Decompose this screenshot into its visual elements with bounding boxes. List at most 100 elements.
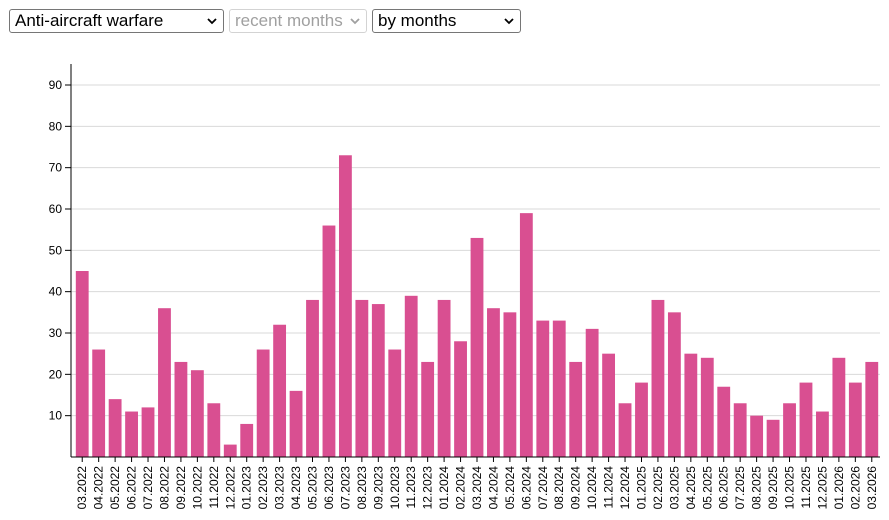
bar [602, 353, 616, 457]
x-tick-label: 12.2024 [618, 466, 632, 510]
x-tick-label: 10.2022 [190, 466, 204, 510]
bar [240, 423, 254, 457]
bar [75, 271, 89, 457]
bar [684, 353, 698, 457]
x-tick-label: 01.2023 [240, 466, 254, 510]
bar [454, 341, 467, 457]
bar [569, 361, 583, 457]
bar [108, 399, 122, 457]
bar [306, 299, 319, 457]
bar [256, 349, 270, 457]
bars [75, 155, 879, 457]
y-tick-label: 70 [49, 161, 63, 175]
x-tick-label: 07.2023 [338, 466, 352, 510]
bar [487, 308, 500, 457]
y-tick-label: 10 [49, 409, 63, 423]
x-tick-label: 01.2024 [437, 466, 451, 510]
bar [371, 304, 385, 457]
bar [667, 312, 681, 457]
x-tick-label: 07.2025 [733, 466, 747, 510]
x-tick-label: 04.2022 [92, 466, 106, 510]
x-tick-label: 05.2024 [503, 466, 517, 510]
x-tick-label: 12.2025 [815, 466, 829, 510]
bar [816, 411, 829, 457]
x-tick-label: 03.2025 [667, 466, 681, 510]
x-tick-label: 08.2025 [750, 466, 764, 510]
bar [273, 324, 287, 457]
bar [750, 415, 764, 457]
bar [618, 403, 632, 457]
x-tick-label: 09.2022 [174, 466, 188, 510]
y-axis: 10 20 30 40 50 60 70 80 90 [49, 64, 72, 457]
bar [190, 370, 204, 457]
x-tick-label: 02.2024 [454, 466, 468, 510]
bar [338, 155, 352, 457]
x-tick-label: 11.2025 [799, 466, 813, 509]
x-tick-label: 08.2023 [355, 466, 369, 510]
x-tick-label: 09.2024 [569, 466, 583, 510]
bar [158, 308, 171, 457]
x-tick-label: 03.2023 [273, 466, 287, 510]
bar [766, 419, 780, 457]
x-tick-label: 12.2022 [223, 466, 237, 510]
x-tick-label: 03.2024 [470, 466, 484, 510]
bar [404, 295, 418, 457]
x-tick-label: 06.2023 [322, 466, 336, 510]
bar [92, 349, 106, 457]
bar [651, 299, 665, 457]
bar [832, 357, 846, 457]
y-tick-label: 30 [49, 326, 63, 340]
x-tick-label: 05.2023 [306, 466, 320, 510]
y-tick-label: 90 [49, 78, 63, 92]
chevron-down-icon [207, 18, 217, 25]
bar [141, 407, 155, 457]
x-tick-label: 08.2022 [157, 466, 171, 510]
bar [799, 382, 813, 457]
bar [223, 444, 237, 457]
x-tick-label: 05.2025 [700, 466, 714, 510]
bar [717, 386, 731, 457]
chevron-down-icon [350, 18, 360, 25]
bar [733, 403, 747, 457]
x-tick-label: 01.2026 [832, 466, 846, 510]
x-tick-label: 03.2026 [865, 466, 879, 510]
x-tick-label: 02.2023 [256, 466, 270, 510]
period-select-value: recent months [235, 11, 343, 30]
x-tick-label: 06.2022 [125, 466, 139, 510]
bar [125, 411, 138, 457]
x-tick-label: 04.2023 [289, 466, 303, 510]
x-tick-label: 06.2024 [519, 466, 533, 510]
x-tick-label: 03.2022 [75, 466, 89, 510]
x-tick-label: 08.2024 [552, 466, 566, 510]
x-tick-label: 02.2025 [651, 466, 665, 510]
bar [174, 361, 188, 457]
x-tick-label: 04.2024 [486, 466, 500, 510]
x-tick-label: 07.2024 [536, 466, 550, 510]
grouping-select[interactable]: by months [372, 9, 521, 33]
bar [635, 382, 648, 457]
bar [536, 320, 550, 457]
x-tick-label: 10.2025 [783, 466, 797, 510]
bar [848, 382, 862, 457]
category-select[interactable]: Anti-aircraft warfare [9, 9, 224, 33]
x-tick-label: 01.2025 [634, 466, 648, 510]
grouping-select-value: by months [378, 11, 457, 30]
x-tick-label: 11.2022 [207, 466, 221, 509]
bar [207, 403, 221, 457]
period-select[interactable]: recent months [229, 9, 367, 33]
x-tick-label: 10.2023 [388, 466, 402, 510]
x-tick-label: 02.2026 [848, 466, 862, 510]
x-tick-label: 04.2025 [684, 466, 698, 510]
bar [700, 357, 714, 457]
bar [355, 299, 369, 457]
y-tick-label: 80 [49, 119, 63, 133]
x-tick-label: 07.2022 [141, 466, 155, 510]
x-tick-label: 12.2023 [421, 466, 435, 510]
bar [289, 390, 303, 457]
x-tick-label: 09.2023 [371, 466, 385, 510]
x-tick-label: 10.2024 [585, 466, 599, 510]
bar [503, 312, 517, 457]
x-tick-label: 09.2025 [766, 466, 780, 510]
bar [585, 328, 599, 457]
